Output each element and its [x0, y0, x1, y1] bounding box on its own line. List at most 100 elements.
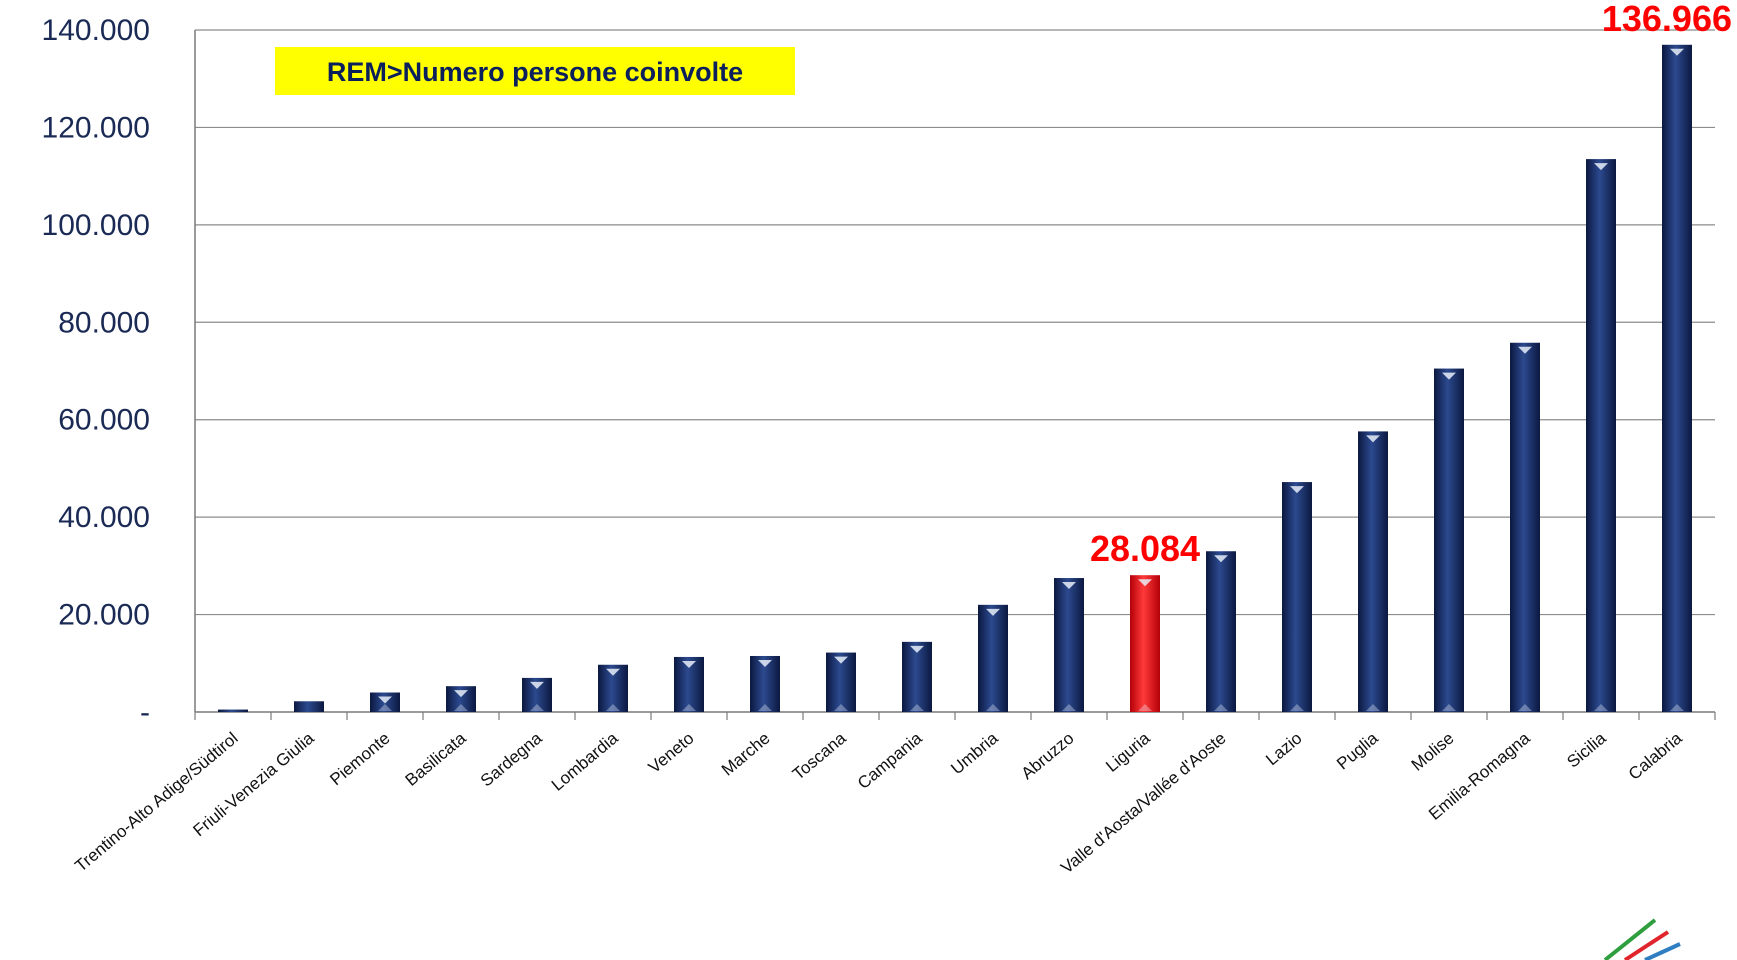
bar-highlight: [1130, 575, 1160, 712]
y-tick-label: 60.000: [58, 404, 150, 437]
bar-bevel-top: [454, 690, 468, 698]
x-tick-label: Sicilia: [1563, 728, 1610, 771]
bar-group: [522, 677, 552, 712]
bar-bevel-bottom: [1518, 704, 1532, 711]
bar: [1206, 551, 1236, 712]
bar-bevel-bottom: [910, 704, 924, 711]
bar: [1282, 482, 1312, 712]
bar-bevel-bottom: [1366, 704, 1380, 711]
x-tick-label: Molise: [1408, 729, 1458, 775]
logo-icon: [1603, 918, 1681, 960]
bar-group: [1662, 44, 1692, 713]
x-tick-label: Toscana: [789, 728, 850, 784]
bar-bevel-bottom: [1670, 704, 1684, 711]
x-tick-label: Piemonte: [326, 729, 393, 790]
bar-bevel-bottom: [682, 704, 696, 711]
x-tick-label: Trentino-Alto Adige/Südtirol: [71, 729, 241, 876]
bar-bevel-top: [1290, 486, 1304, 494]
bar-bevel-top: [1214, 555, 1228, 563]
bar-group: [674, 656, 704, 712]
x-tick-label: Lombardia: [548, 728, 622, 795]
x-tick-label: Umbria: [947, 728, 1002, 778]
bar-bevel-top: [606, 668, 620, 676]
bar: [1054, 578, 1084, 712]
y-tick-label: 120.000: [42, 111, 150, 144]
x-tick-labels: Trentino-Alto Adige/SüdtirolFriuli-Venez…: [71, 728, 1686, 877]
bar: [902, 641, 932, 712]
bar-group: [750, 655, 780, 712]
bar-group: [902, 641, 932, 712]
bar-group: [1434, 368, 1464, 712]
bar-bevel-bottom: [454, 704, 468, 711]
x-tick-label: Puglia: [1333, 728, 1382, 773]
bar-group: [978, 604, 1008, 712]
bar-group: [826, 652, 856, 712]
bar-bevel-bottom: [986, 704, 1000, 711]
x-tick-label: Abruzzo: [1018, 729, 1078, 784]
x-tick-label: Basilicata: [402, 728, 470, 790]
bar-bevel-bottom: [378, 704, 392, 711]
bar-bevel-top: [834, 656, 848, 664]
bar-group: [1206, 551, 1236, 712]
x-tick-label: Sardegna: [477, 728, 546, 790]
data-labels: 28.084 136.966: [1090, 0, 1732, 569]
y-tick-label: -: [140, 696, 150, 729]
bar-bevel-bottom: [1062, 704, 1076, 711]
bar-group: [370, 692, 400, 712]
bar: [1358, 431, 1388, 712]
bar-group: [446, 686, 476, 712]
bar: [218, 709, 248, 712]
bar-bevel-top: [1366, 435, 1380, 443]
chart-title-box: REM>Numero persone coinvolte: [275, 47, 795, 95]
bar-bevel-top: [1594, 163, 1608, 171]
bar-group: [1054, 578, 1084, 712]
y-tick-label: 40.000: [58, 501, 150, 534]
chart-title-background: [275, 47, 795, 95]
bars: [218, 44, 1692, 713]
bar-bevel-top: [910, 645, 924, 653]
bar-bevel-top: [1062, 582, 1076, 590]
bar: [294, 701, 324, 712]
y-axis: - 20.000 40.000 60.000 80.000 100.000 120.000 1…: [42, 14, 196, 729]
bar: [1662, 44, 1692, 713]
x-tick-label: Campania: [854, 728, 926, 793]
bar-bevel-bottom: [1214, 704, 1228, 711]
x-tick-label: Lazio: [1262, 729, 1305, 770]
bar-bevel-bottom: [1138, 704, 1152, 711]
bar-bevel-bottom: [1594, 704, 1608, 711]
bar-bevel-top: [758, 659, 772, 667]
bar-bevel-bottom: [834, 704, 848, 711]
bar-bevel-bottom: [758, 704, 772, 711]
bar: [1434, 368, 1464, 712]
x-tick-label: Liguria: [1102, 728, 1154, 776]
bar: [1510, 342, 1540, 712]
bar-bevel-top: [1518, 346, 1532, 354]
y-tick-label: 100.000: [42, 209, 150, 242]
y-tick-label: 140.000: [42, 14, 150, 47]
gridlines: [195, 29, 1715, 616]
bar-bevel-top: [1138, 579, 1152, 587]
chart-title: REM>Numero persone coinvolte: [327, 57, 743, 87]
bar: [978, 604, 1008, 712]
bar-group: [218, 709, 248, 712]
x-axis: [194, 711, 1716, 720]
bar-bevel-top: [378, 696, 392, 704]
bar-bevel-top: [682, 660, 696, 668]
bar-bevel-top: [1442, 372, 1456, 380]
bar-group: [1358, 431, 1388, 712]
bar-bevel-top: [986, 608, 1000, 616]
bar-bevel-bottom: [530, 704, 544, 711]
data-label: 136.966: [1602, 0, 1732, 39]
bar-group: [1510, 342, 1540, 712]
bar-group: [1282, 482, 1312, 712]
bar-bevel-bottom: [1442, 704, 1456, 711]
x-tick-label: Veneto: [645, 729, 698, 778]
bar: [1586, 159, 1616, 713]
y-tick-label: 80.000: [58, 306, 150, 339]
bar-bevel-top: [1670, 48, 1684, 56]
data-label: 28.084: [1090, 528, 1200, 569]
bar-bevel-bottom: [1290, 704, 1304, 711]
bar-group: [1130, 575, 1160, 712]
bar-group: [598, 664, 628, 712]
